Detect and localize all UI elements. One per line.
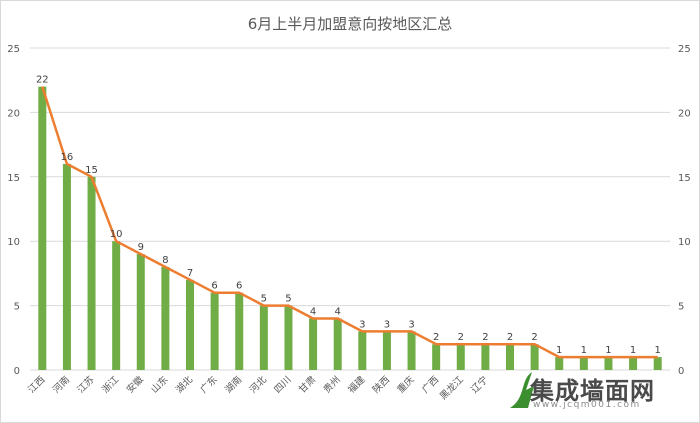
data-label: 5 (285, 294, 291, 305)
bar (333, 318, 342, 370)
bar (432, 344, 441, 370)
watermark-swoosh (510, 372, 534, 408)
category-label: 贵州 (321, 374, 343, 396)
y-tick-label-right: 15 (678, 173, 691, 184)
data-label: 6 (211, 281, 217, 292)
category-label: 浙江 (99, 373, 121, 395)
y-tick-label-left: 0 (14, 366, 20, 377)
bar (62, 163, 71, 370)
watermark-text: 集成墙面网 (530, 377, 655, 405)
y-tick-label-right: 5 (678, 302, 684, 313)
data-label: 22 (36, 75, 49, 86)
bar (309, 318, 318, 370)
data-label: 7 (187, 268, 193, 279)
category-label: 广东 (198, 374, 220, 396)
data-label: 16 (61, 152, 74, 163)
bar (382, 331, 391, 370)
category-label: 广西 (419, 374, 441, 396)
bar (579, 357, 588, 370)
data-label: 9 (138, 242, 144, 253)
bar (407, 331, 416, 370)
data-label: 1 (655, 345, 661, 356)
watermark-url: www.jcqm001.com (533, 400, 641, 410)
bar (87, 176, 96, 370)
category-label: 湖南 (222, 374, 244, 396)
y-tick-label-left: 5 (14, 302, 20, 313)
bar (235, 292, 244, 370)
y-tick-label-right: 20 (678, 108, 691, 119)
category-label: 辽宁 (469, 374, 491, 396)
category-label: 重庆 (395, 373, 417, 395)
category-label: 湖北 (174, 374, 196, 396)
y-tick-label-right: 10 (678, 237, 691, 248)
bar (653, 357, 662, 370)
bar (555, 357, 564, 370)
bar (481, 344, 490, 370)
data-label: 2 (433, 332, 439, 343)
category-label: 江西 (26, 374, 47, 395)
data-label: 3 (384, 319, 390, 330)
category-label: 河北 (247, 373, 269, 395)
bar (456, 344, 465, 370)
data-label: 10 (110, 229, 123, 240)
category-label: 四川 (272, 374, 293, 395)
category-label: 陕西 (370, 374, 392, 396)
data-label: 2 (531, 332, 537, 343)
y-tick-label-left: 10 (7, 237, 20, 248)
bar (210, 292, 219, 370)
data-label: 8 (162, 255, 168, 266)
bar (506, 344, 514, 370)
bar (629, 357, 638, 370)
data-label: 6 (236, 281, 242, 292)
data-label: 3 (408, 319, 414, 330)
y-tick-label-left: 20 (7, 108, 20, 119)
y-tick-label-right: 25 (678, 44, 691, 55)
data-label: 1 (630, 345, 636, 356)
data-label: 1 (556, 345, 562, 356)
data-label: 1 (581, 345, 587, 356)
y-tick-label-right: 0 (678, 366, 684, 377)
bar (358, 331, 367, 370)
category-label: 河南 (50, 374, 72, 396)
data-label: 1 (605, 345, 611, 356)
category-label: 黑龙江 (437, 373, 466, 402)
trend-line (41, 86, 658, 359)
category-label: 安徽 (124, 373, 146, 395)
bar (604, 357, 613, 370)
bar (112, 241, 121, 370)
bar (530, 344, 539, 370)
data-label: 2 (507, 332, 513, 343)
bar (259, 305, 268, 370)
category-label: 山东 (149, 374, 171, 396)
data-label: 3 (359, 319, 365, 330)
bar (161, 266, 170, 370)
category-label: 福建 (345, 373, 367, 395)
chart-title: 6月上半月加盟意向按地区汇总 (247, 15, 453, 33)
bar (38, 86, 47, 370)
data-label: 5 (261, 294, 267, 305)
data-label: 2 (482, 332, 488, 343)
bar (136, 254, 145, 370)
data-label: 15 (85, 165, 98, 176)
watermark-logo (510, 372, 534, 408)
bar (186, 279, 194, 370)
data-label: 4 (335, 306, 341, 317)
bar (284, 305, 293, 370)
y-tick-label-left: 25 (7, 44, 20, 55)
category-label: 甘肃 (296, 374, 318, 396)
data-label: 4 (310, 306, 316, 317)
y-tick-label-left: 15 (7, 173, 20, 184)
data-label: 2 (458, 332, 464, 343)
category-label: 江苏 (75, 373, 97, 395)
